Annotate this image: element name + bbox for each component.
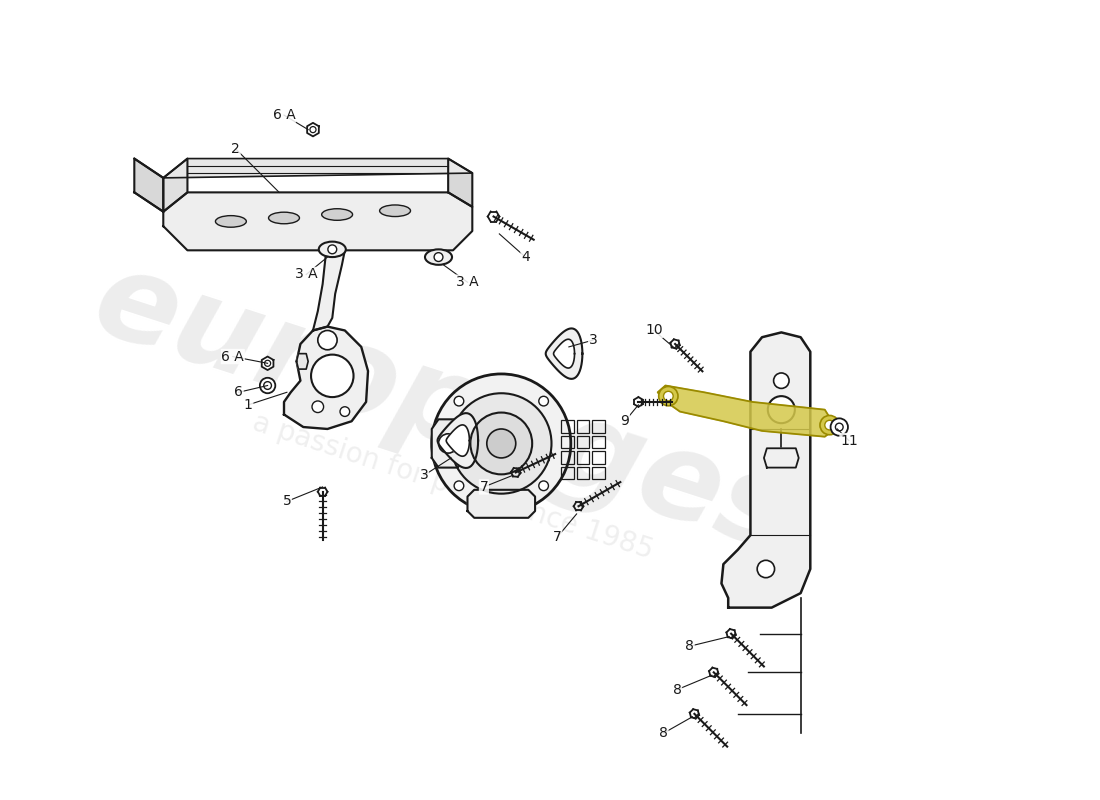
Polygon shape [163,192,472,250]
Bar [592,436,605,448]
Polygon shape [763,448,799,467]
Circle shape [825,420,835,430]
Ellipse shape [216,216,246,227]
Text: 4: 4 [521,250,530,264]
Polygon shape [314,246,344,330]
Polygon shape [722,333,811,608]
Bar [576,420,590,433]
Text: 6: 6 [234,386,243,399]
Ellipse shape [321,209,353,220]
Text: 9: 9 [620,414,629,428]
Text: 7: 7 [553,530,562,544]
Text: 8: 8 [659,726,668,740]
Circle shape [487,429,516,458]
Circle shape [451,394,551,494]
Circle shape [340,406,350,417]
Text: 8: 8 [685,639,694,654]
Polygon shape [438,413,478,468]
Text: 7: 7 [480,480,488,494]
Text: 3 A: 3 A [456,275,478,289]
Text: 5: 5 [283,494,292,508]
Bar [576,436,590,448]
Polygon shape [447,425,470,456]
Polygon shape [163,158,472,178]
Text: 6 A: 6 A [221,350,244,363]
Text: 3 A: 3 A [295,267,318,282]
Text: 2: 2 [231,142,240,156]
Circle shape [539,481,549,490]
Text: 6 A: 6 A [273,108,296,122]
Ellipse shape [425,250,452,265]
Polygon shape [658,386,837,437]
Polygon shape [163,158,187,212]
Polygon shape [546,329,582,379]
Bar [592,466,605,479]
Circle shape [471,413,532,474]
Polygon shape [468,490,535,518]
Circle shape [328,245,337,254]
Text: 8: 8 [672,682,682,697]
Text: 1: 1 [244,398,253,412]
Polygon shape [432,419,463,467]
Circle shape [454,481,464,490]
Ellipse shape [268,212,299,224]
Polygon shape [448,158,472,207]
Ellipse shape [379,205,410,217]
Polygon shape [553,339,574,368]
Text: europages: europages [79,242,807,578]
Bar [561,466,574,479]
Bar [561,420,574,433]
Circle shape [773,373,789,389]
Polygon shape [284,326,368,429]
Text: a passion for parts since 1985: a passion for parts since 1985 [249,409,657,565]
Circle shape [439,434,458,453]
Bar [576,451,590,464]
Bar [592,420,605,433]
Text: 3: 3 [588,333,597,347]
Circle shape [659,386,678,406]
Circle shape [539,396,549,406]
Circle shape [318,330,337,350]
Circle shape [434,253,443,262]
Ellipse shape [319,242,345,257]
Bar [576,466,590,479]
Bar [561,451,574,464]
Circle shape [311,354,353,397]
Text: 11: 11 [840,434,858,447]
Polygon shape [262,357,274,370]
Text: 10: 10 [645,323,662,338]
Circle shape [312,401,323,413]
Circle shape [820,415,839,434]
Circle shape [768,396,795,423]
Circle shape [260,378,275,394]
Polygon shape [307,123,319,136]
Polygon shape [134,158,163,212]
Bar [592,451,605,464]
Circle shape [663,391,673,401]
Polygon shape [297,354,308,369]
Bar [561,436,574,448]
Circle shape [830,418,848,436]
Circle shape [432,374,571,513]
Circle shape [454,396,464,406]
Text: 3: 3 [420,468,428,482]
Circle shape [757,560,774,578]
